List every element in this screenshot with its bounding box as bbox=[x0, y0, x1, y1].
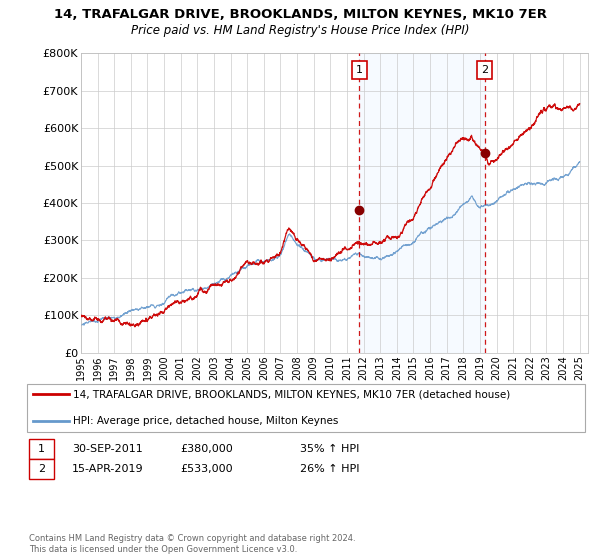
Text: 26% ↑ HPI: 26% ↑ HPI bbox=[300, 464, 359, 474]
Text: Price paid vs. HM Land Registry's House Price Index (HPI): Price paid vs. HM Land Registry's House … bbox=[131, 24, 469, 36]
Text: £533,000: £533,000 bbox=[180, 464, 233, 474]
Bar bbox=[359, 53, 485, 353]
Text: 30-SEP-2011: 30-SEP-2011 bbox=[72, 444, 143, 454]
Text: 35% ↑ HPI: 35% ↑ HPI bbox=[300, 444, 359, 454]
Text: 1: 1 bbox=[356, 65, 363, 75]
Text: 2: 2 bbox=[481, 65, 488, 75]
Text: 14, TRAFALGAR DRIVE, BROOKLANDS, MILTON KEYNES, MK10 7ER (detached house): 14, TRAFALGAR DRIVE, BROOKLANDS, MILTON … bbox=[73, 389, 511, 399]
Text: This data is licensed under the Open Government Licence v3.0.: This data is licensed under the Open Gov… bbox=[29, 545, 297, 554]
Text: HPI: Average price, detached house, Milton Keynes: HPI: Average price, detached house, Milt… bbox=[73, 416, 338, 426]
Text: £380,000: £380,000 bbox=[180, 444, 233, 454]
Text: 2: 2 bbox=[38, 464, 45, 474]
Text: 14, TRAFALGAR DRIVE, BROOKLANDS, MILTON KEYNES, MK10 7ER: 14, TRAFALGAR DRIVE, BROOKLANDS, MILTON … bbox=[53, 8, 547, 21]
Text: 1: 1 bbox=[38, 444, 45, 454]
Text: Contains HM Land Registry data © Crown copyright and database right 2024.: Contains HM Land Registry data © Crown c… bbox=[29, 534, 355, 543]
Text: 15-APR-2019: 15-APR-2019 bbox=[72, 464, 143, 474]
